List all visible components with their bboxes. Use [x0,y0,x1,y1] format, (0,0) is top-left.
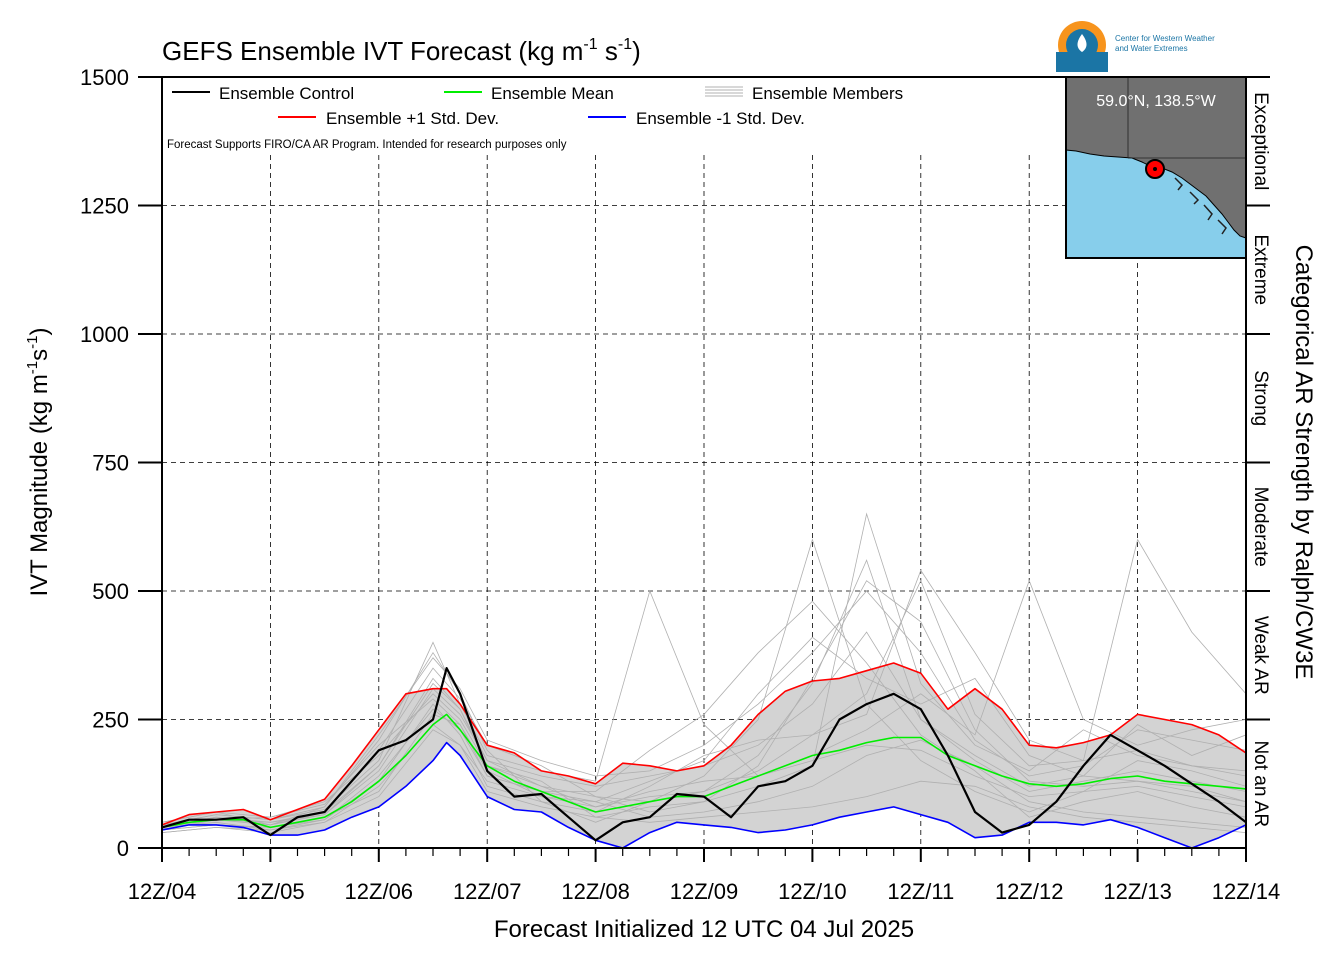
grid-lines [162,155,1246,848]
legend-label-members: Ensemble Members [752,84,903,103]
x-axis-title: Forecast Initialized 12 UTC 04 Jul 2025 [494,916,914,943]
series-line-control [162,666,1246,842]
y-axis-title: IVT Magnitude (kg m-1s-1) [24,327,53,596]
x-tick-label: 12Z/14 [1212,879,1281,904]
x-tick-label: 12Z/13 [1103,879,1172,904]
map-islands [1174,177,1227,235]
category-label: Weak AR [1250,616,1271,695]
map-location-label: 59.0°N, 138.5°W [1096,93,1216,110]
logo-wave-icon [1056,52,1108,72]
logo-drop-icon [1077,34,1087,52]
member-line-10 [162,698,1246,823]
y-tick-label: 250 [92,708,129,733]
series-line-plus [162,662,1246,826]
member-line-6 [162,724,1246,834]
legend-label-mean: Ensemble Mean [491,84,614,103]
y-tick-label: 1000 [80,322,129,347]
legend-swatch-members [705,86,743,97]
right-axis-title: Categorical AR Strength by Ralph/CW3E [1290,245,1317,680]
x-tick-label: 12Z/06 [345,879,414,904]
location-marker-dot-icon [1153,167,1157,171]
x-tick-label: 12Z/07 [453,879,522,904]
location-inset-map: 59.0°N, 138.5°W [1065,76,1247,259]
x-tick-label: 12Z/10 [778,879,847,904]
member-line-12 [162,590,1246,826]
y-tick-label: 1250 [80,194,129,219]
category-label: Not an AR [1250,740,1271,827]
y-tick-label: 1500 [80,65,129,90]
x-tick-label: 12Z/08 [561,879,630,904]
series-line-mean [162,713,1246,829]
legend-label-control: Ensemble Control [219,84,354,103]
legend: Ensemble Control Ensemble Mean Ensemble … [167,84,903,151]
y-tick-label: 750 [92,451,129,476]
series-line-minus [162,741,1246,848]
category-label: Strong [1250,370,1271,426]
legend-label-plus: Ensemble +1 Std. Dev. [326,109,499,128]
axes: 12Z/04 12Z/05 12Z/06 12Z/07 12Z/08 12Z/09 12Z/… [80,65,1280,904]
y-tick-label: 0 [117,836,129,861]
x-tick-label: 12Z/05 [236,879,305,904]
member-line-7 [162,579,1246,826]
chart-title: GEFS Ensemble IVT Forecast (kg m-1 s-1) [162,36,641,66]
map-frame [1065,76,1247,259]
cw3e-logo: Center for Western Weather and Water Ext… [1056,21,1215,72]
map-borders [1127,77,1246,159]
legend-label-minus: Ensemble -1 Std. Dev. [636,109,805,128]
x-tick-label: 12Z/09 [670,879,739,904]
plot-area [162,512,1246,848]
x-tick-label: 12Z/12 [995,879,1064,904]
member-line-13 [162,729,1246,833]
x-tick-label: 12Z/04 [128,879,197,904]
logo-text-line-2: and Water Extremes [1115,44,1188,53]
logo-text-line-1: Center for Western Weather [1115,34,1215,43]
category-label: Exceptional [1250,92,1271,190]
disclaimer-note: Forecast Supports FIRO/CA AR Program. In… [167,139,567,151]
y-tick-label: 500 [92,579,129,604]
category-label: Extreme [1250,234,1271,305]
x-tick-label: 12Z/11 [887,879,954,904]
category-label: Moderate [1250,487,1271,567]
map-land [1065,76,1247,239]
